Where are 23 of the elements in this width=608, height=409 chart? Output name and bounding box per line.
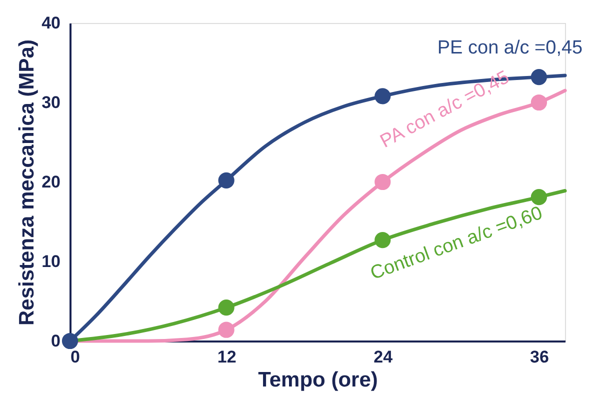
point xyxy=(62,332,78,350)
x-tick-label: 24 xyxy=(374,348,394,366)
y-tick-label: 30 xyxy=(42,93,60,112)
y-tick-label: 10 xyxy=(42,252,60,271)
point xyxy=(530,69,548,86)
point xyxy=(530,189,548,206)
y-axis-title: Resistenza meccanica (MPa) xyxy=(16,40,39,326)
text: Control con a/c =0,60 xyxy=(368,202,546,284)
point xyxy=(530,94,548,111)
x-tick-label: 0 xyxy=(70,348,80,366)
x-tick-label: 36 xyxy=(530,348,549,366)
y-tick-label: 0 xyxy=(51,332,60,350)
x-tick-label: 12 xyxy=(217,348,236,366)
text: PA con a/c =0,45 xyxy=(376,66,513,152)
point xyxy=(218,300,234,316)
y-tick-label: 40 xyxy=(42,14,60,32)
point xyxy=(218,172,234,188)
point xyxy=(374,88,391,104)
x-axis-title: Tempo (ore) xyxy=(258,368,378,392)
y-tick-label: 20 xyxy=(42,172,60,192)
series-label: PE con a/c =0,45 xyxy=(437,37,583,58)
point xyxy=(218,322,234,338)
point xyxy=(374,174,391,190)
